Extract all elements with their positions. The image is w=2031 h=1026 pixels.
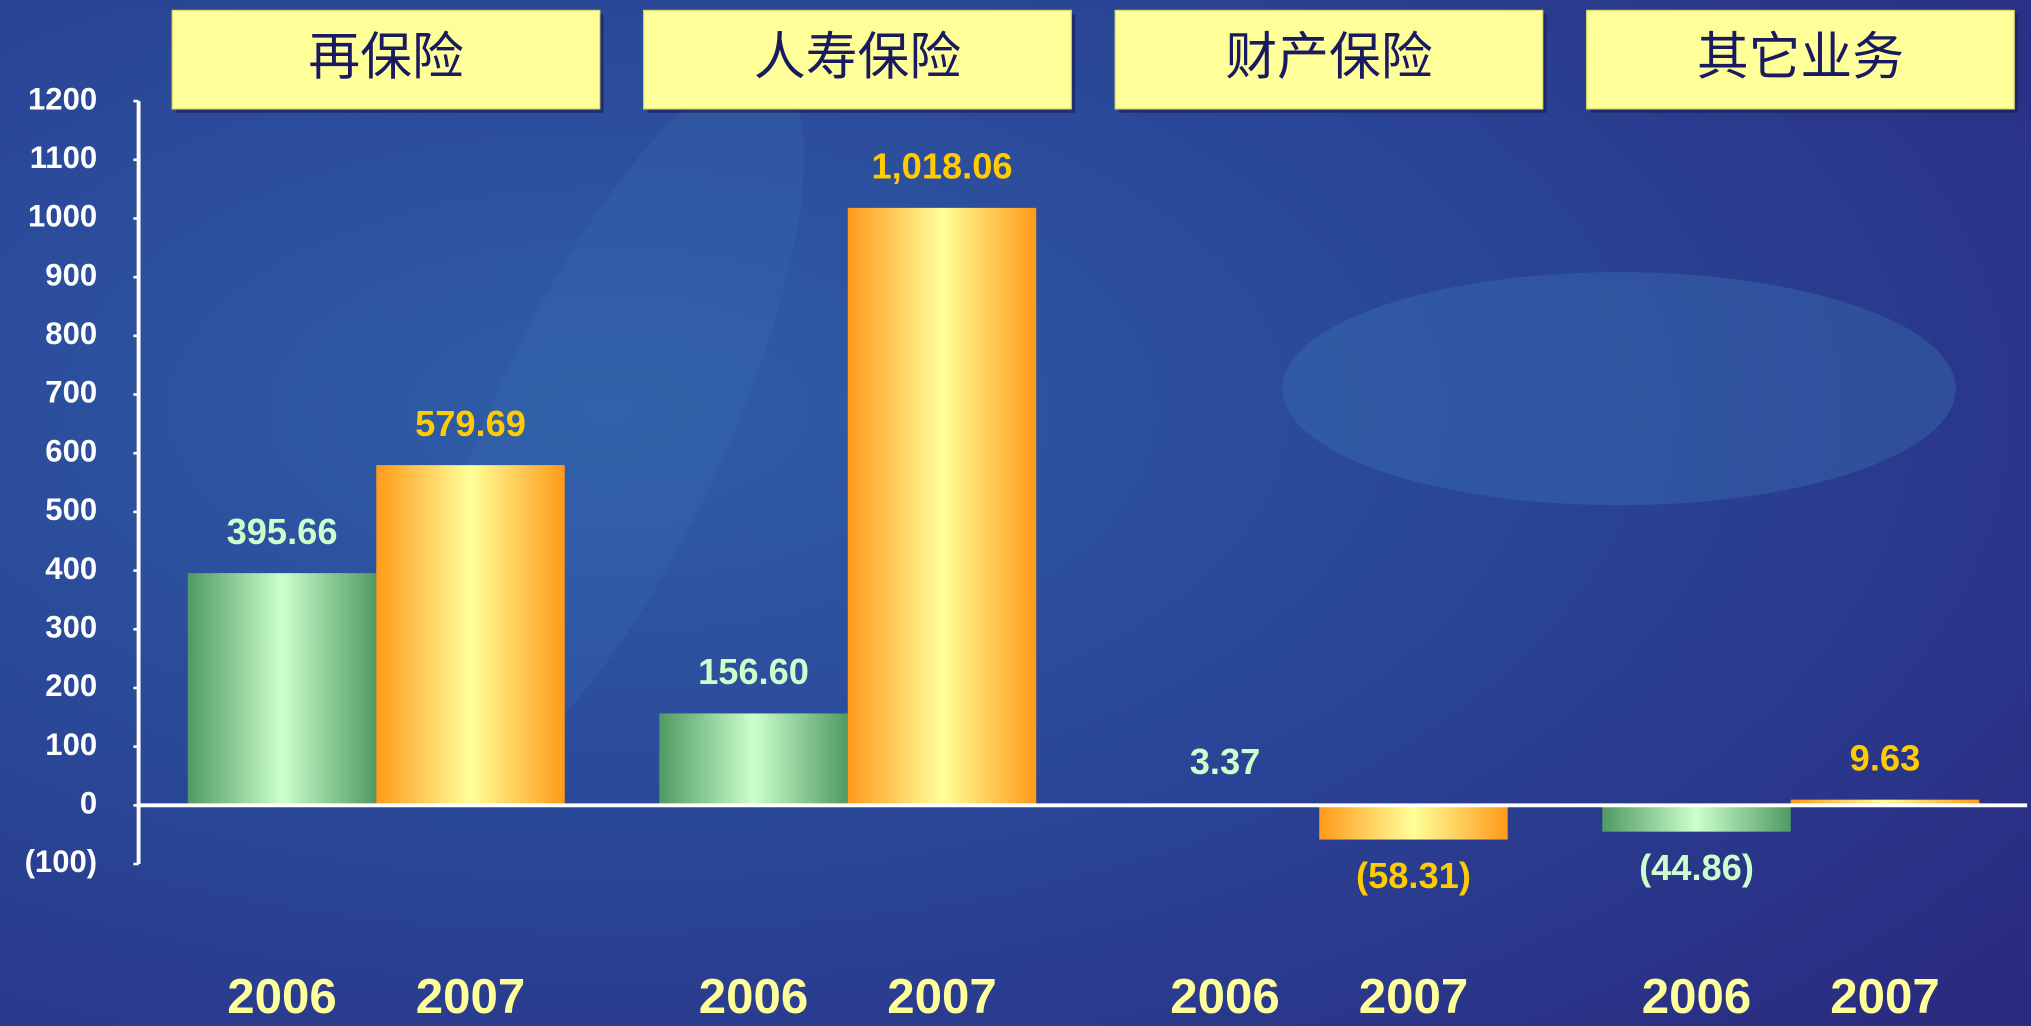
category-label: 再保险 [308,28,463,86]
y-tick-label: 1200 [28,81,97,116]
category-box [643,9,1072,110]
y-tick-label: 1100 [30,140,97,175]
series-label: 2006 [227,969,337,1024]
category-label: 财产保险 [1225,28,1432,86]
category-box [1114,9,1544,110]
y-tick-label: 300 [45,609,97,644]
value-label: 9.63 [1850,737,1921,778]
series-label: 2007 [1830,969,1940,1024]
y-tick-label: 1000 [28,199,97,234]
series-label: 2007 [1359,969,1469,1024]
value-label: 3.37 [1190,741,1261,782]
y-tick-label: 700 [45,375,97,410]
bar [376,465,565,806]
series-label: 2006 [1642,969,1752,1024]
y-tick-label: 800 [45,316,97,351]
y-tick-label: 600 [45,433,97,468]
value-label: (58.31) [1356,855,1471,896]
value-label: 156.60 [698,651,809,692]
value-label: 1,018.06 [871,146,1012,187]
series-label: 2006 [1170,969,1280,1024]
y-tick-label: 200 [45,668,97,703]
category-label: 人寿保险 [754,28,961,86]
bar [847,207,1037,806]
y-tick-label: 900 [45,257,97,292]
y-tick-label: 500 [45,492,97,527]
category-box [1586,9,2015,110]
value-label: 579.69 [415,403,526,444]
y-tick-label: 0 [80,786,97,821]
bar [1319,805,1508,840]
y-tick-label: (100) [25,844,98,879]
series-label: 2007 [887,969,997,1024]
bar [187,573,377,806]
value-label: (44.86) [1639,847,1754,888]
series-label: 2006 [699,969,809,1024]
category-label: 其它业务 [1697,28,1904,86]
value-label: 395.66 [227,511,338,552]
background-texture [1282,272,1956,506]
bar [1790,799,1980,806]
series-label: 2007 [416,969,526,1024]
category-box [171,9,601,110]
bar [1602,805,1791,832]
bar [659,713,848,806]
y-tick-label: 400 [45,551,97,586]
y-tick-label: 100 [45,727,97,762]
